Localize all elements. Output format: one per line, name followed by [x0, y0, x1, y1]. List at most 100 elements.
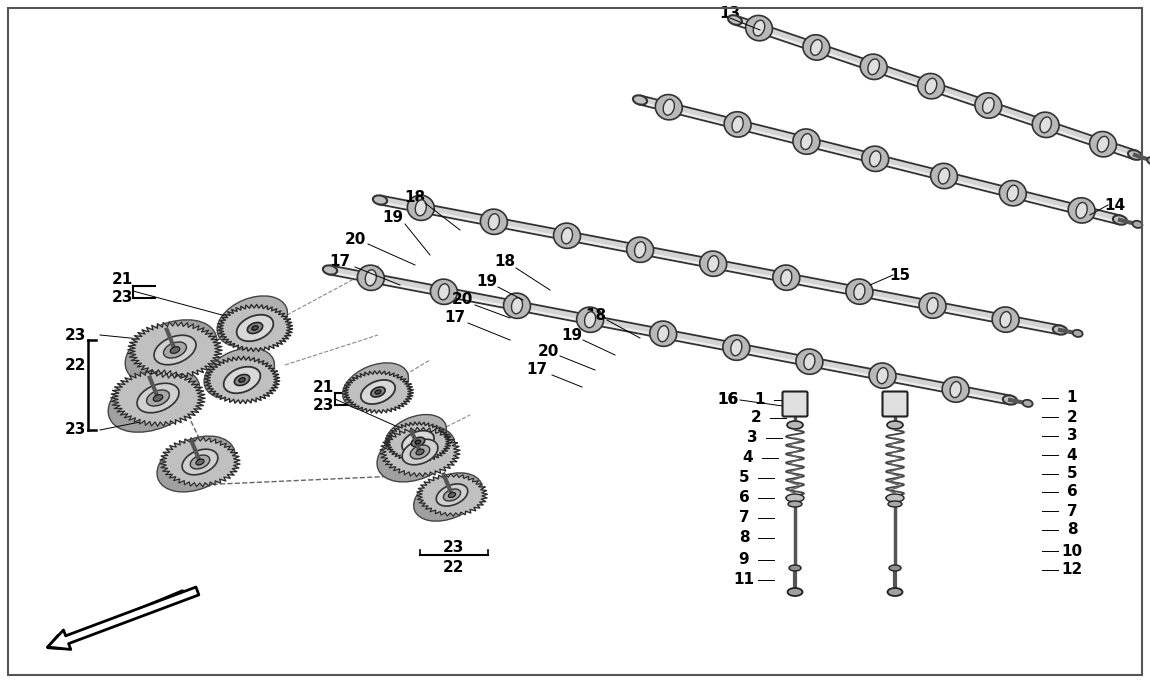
- Text: 4: 4: [1067, 447, 1078, 462]
- Text: 21: 21: [112, 273, 132, 288]
- Ellipse shape: [1097, 137, 1109, 152]
- Text: 23: 23: [112, 290, 132, 305]
- Ellipse shape: [416, 449, 424, 455]
- Polygon shape: [217, 305, 293, 352]
- Text: 17: 17: [444, 311, 466, 326]
- Ellipse shape: [788, 501, 802, 507]
- Ellipse shape: [137, 383, 179, 413]
- Ellipse shape: [1113, 215, 1127, 225]
- Polygon shape: [639, 96, 1121, 225]
- Text: 23: 23: [313, 398, 333, 413]
- Ellipse shape: [343, 363, 408, 409]
- Text: 4: 4: [743, 451, 753, 466]
- Ellipse shape: [512, 298, 522, 313]
- Text: 19: 19: [383, 210, 404, 225]
- Ellipse shape: [414, 473, 482, 521]
- Polygon shape: [385, 422, 451, 462]
- Ellipse shape: [1033, 112, 1059, 137]
- Ellipse shape: [627, 237, 653, 262]
- Ellipse shape: [927, 298, 938, 313]
- Ellipse shape: [861, 146, 889, 171]
- Ellipse shape: [888, 501, 902, 507]
- Ellipse shape: [402, 431, 434, 454]
- Ellipse shape: [942, 377, 969, 402]
- Text: 7: 7: [738, 510, 750, 525]
- Text: 19: 19: [476, 275, 498, 290]
- Ellipse shape: [444, 489, 461, 501]
- Polygon shape: [110, 370, 205, 426]
- Ellipse shape: [992, 307, 1019, 332]
- Text: 13: 13: [720, 5, 741, 20]
- Ellipse shape: [869, 151, 881, 167]
- Ellipse shape: [366, 270, 376, 285]
- Ellipse shape: [108, 368, 200, 432]
- Ellipse shape: [930, 163, 958, 189]
- Text: 2: 2: [751, 410, 761, 426]
- Ellipse shape: [154, 335, 196, 365]
- Ellipse shape: [323, 266, 337, 275]
- Ellipse shape: [158, 436, 235, 492]
- Ellipse shape: [781, 270, 792, 285]
- Ellipse shape: [1040, 117, 1051, 133]
- Ellipse shape: [1022, 400, 1033, 407]
- Ellipse shape: [504, 293, 530, 318]
- Ellipse shape: [190, 455, 209, 469]
- Ellipse shape: [1068, 198, 1095, 223]
- Text: 23: 23: [443, 540, 463, 555]
- Text: 6: 6: [738, 490, 750, 505]
- Ellipse shape: [182, 449, 217, 475]
- Ellipse shape: [1133, 221, 1142, 228]
- Text: 9: 9: [738, 553, 750, 568]
- Ellipse shape: [584, 311, 596, 328]
- Ellipse shape: [237, 315, 274, 342]
- Ellipse shape: [1007, 185, 1019, 201]
- Ellipse shape: [411, 445, 430, 459]
- Polygon shape: [380, 428, 460, 477]
- Ellipse shape: [728, 15, 742, 25]
- Text: 18: 18: [494, 255, 515, 270]
- Ellipse shape: [373, 195, 388, 205]
- Polygon shape: [160, 437, 240, 487]
- Ellipse shape: [919, 293, 946, 318]
- Polygon shape: [416, 474, 488, 516]
- Ellipse shape: [656, 94, 682, 120]
- Ellipse shape: [699, 251, 727, 277]
- Ellipse shape: [170, 347, 179, 353]
- Ellipse shape: [358, 265, 384, 290]
- Ellipse shape: [412, 437, 424, 447]
- Ellipse shape: [938, 168, 950, 184]
- Ellipse shape: [361, 380, 396, 404]
- Ellipse shape: [163, 342, 186, 358]
- Ellipse shape: [153, 395, 163, 402]
- Ellipse shape: [239, 378, 245, 382]
- Ellipse shape: [553, 223, 581, 249]
- Ellipse shape: [632, 96, 647, 104]
- Ellipse shape: [860, 54, 887, 79]
- Text: 5: 5: [1067, 466, 1078, 482]
- Ellipse shape: [785, 494, 804, 502]
- Ellipse shape: [707, 255, 719, 272]
- Ellipse shape: [793, 129, 820, 154]
- Text: 20: 20: [344, 232, 366, 247]
- Ellipse shape: [803, 35, 830, 60]
- Ellipse shape: [375, 390, 381, 394]
- Text: 5: 5: [738, 471, 750, 486]
- Ellipse shape: [204, 348, 275, 399]
- Ellipse shape: [887, 421, 903, 429]
- Ellipse shape: [733, 116, 743, 133]
- Text: 14: 14: [1104, 197, 1126, 212]
- Ellipse shape: [125, 320, 217, 385]
- Text: 23: 23: [64, 423, 86, 438]
- Ellipse shape: [436, 484, 468, 506]
- Ellipse shape: [430, 279, 458, 305]
- Ellipse shape: [753, 20, 765, 36]
- Ellipse shape: [918, 74, 944, 99]
- Text: 17: 17: [329, 255, 351, 270]
- Text: 12: 12: [1061, 563, 1082, 578]
- Ellipse shape: [377, 426, 455, 482]
- Ellipse shape: [402, 439, 438, 465]
- Ellipse shape: [576, 307, 604, 333]
- Ellipse shape: [975, 93, 1002, 118]
- Ellipse shape: [723, 335, 750, 361]
- Text: 8: 8: [738, 531, 750, 546]
